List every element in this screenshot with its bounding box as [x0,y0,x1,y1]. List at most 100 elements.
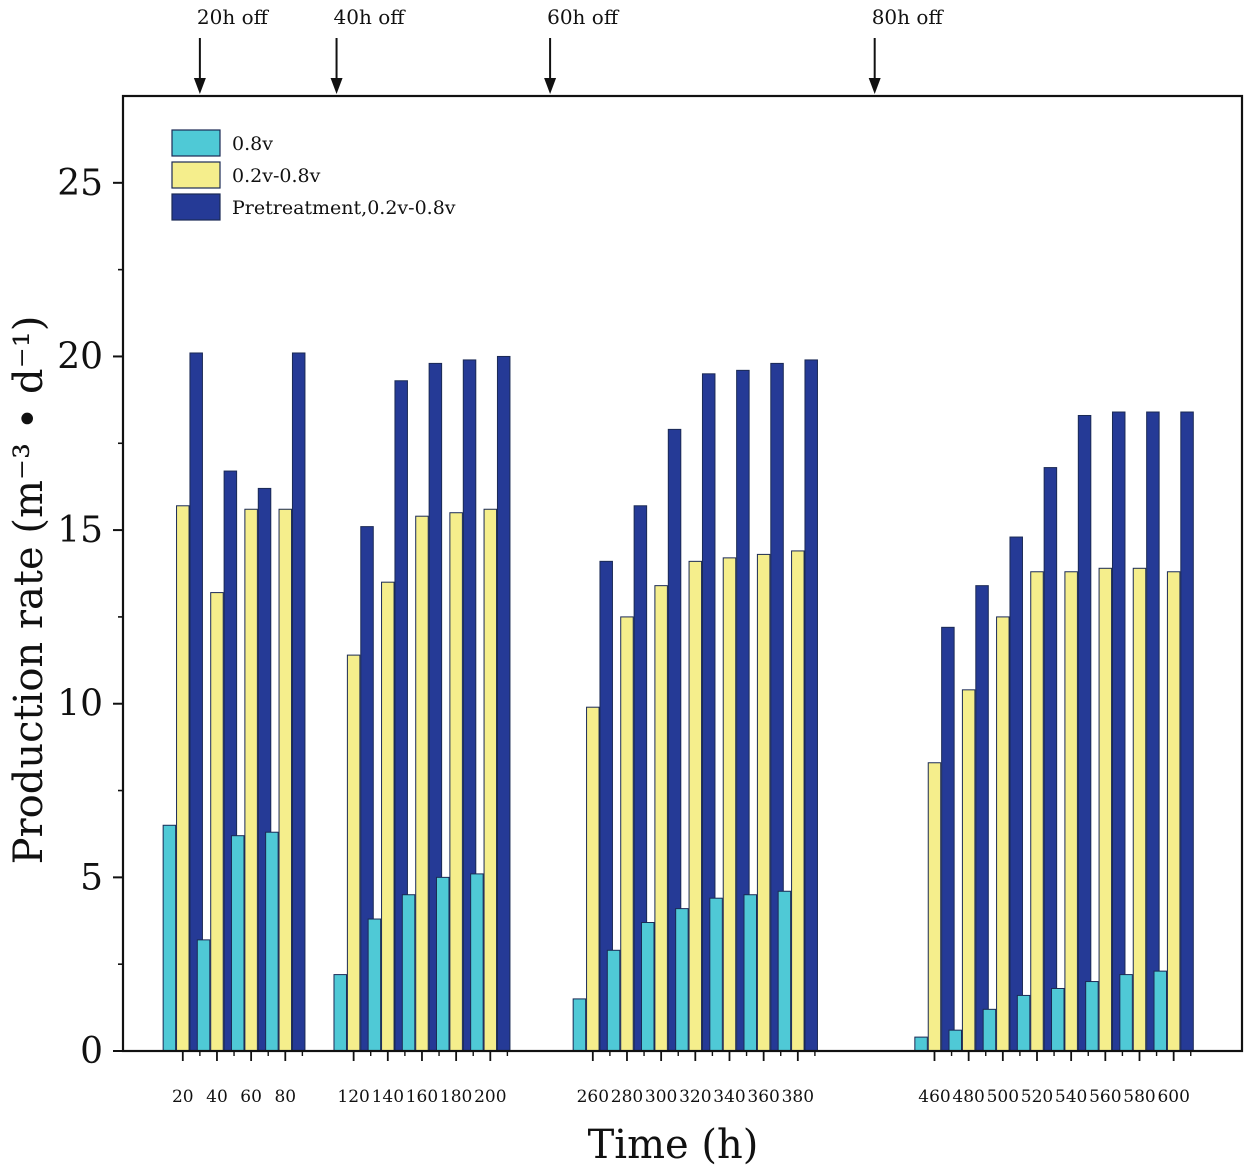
annotations-group: 20h off 40h off 60h off 80h off [193,5,945,94]
bar-Pretreatment,0.2v-0.8v-520 [1043,467,1058,1052]
bar-0.2v-0.8v-340 [722,557,737,1052]
x-tick-label: 160 [406,1087,438,1107]
bar-Pretreatment,0.2v-0.8v-80 [291,352,306,1052]
bar-0.2v-0.8v-80 [278,508,293,1052]
x-tick-label: 540 [1055,1087,1087,1107]
x-tick-label: 380 [782,1087,814,1107]
legend-label-0.8v: 0.8v [232,133,273,155]
legend: 0.8v 0.2v-0.8v Pretreatment,0.2v-0.8v [171,129,456,221]
x-tick-label: 140 [372,1087,404,1107]
bar-0.8v-480 [948,1029,963,1052]
bar-0.2v-0.8v-20 [176,505,190,1052]
bar-0.8v-80 [265,831,279,1052]
x-tick-label: 20 [172,1087,194,1107]
bar-0.2v-0.8v-320 [688,560,703,1052]
bar-0.8v-140 [367,918,382,1052]
bar-0.2v-0.8v-380 [791,550,805,1052]
bar-0.2v-0.8v-480 [961,689,976,1052]
x-tick-label: 280 [611,1087,643,1107]
bar-0.2v-0.8v-140 [381,581,395,1052]
bar-0.2v-0.8v-160 [415,515,429,1052]
bar-Pretreatment,0.2v-0.8v-540 [1077,414,1092,1052]
bar-0.8v-180 [435,876,450,1052]
x-tick-label: 480 [952,1087,984,1107]
bar-0.8v-20 [162,824,177,1052]
bar-0.8v-120 [333,974,347,1052]
x-tick-label: 180 [440,1087,472,1107]
legend-label-0.2v-0.8v: 0.2v-0.8v [232,165,321,187]
x-tick-label: 60 [240,1087,262,1107]
annotation-arrow-head [193,78,206,94]
y-tick-label: 0 [80,1031,103,1072]
x-tick-label: 500 [987,1087,1019,1107]
annotation-arrow-head [330,78,343,94]
y-tick-label: 5 [80,857,103,898]
bar-Pretreatment,0.2v-0.8v-480 [975,585,989,1052]
legend-label-Pretreatment,0.2v-0.8v: Pretreatment,0.2v-0.8v [232,197,456,219]
bar-0.8v-360 [743,894,757,1052]
bar-0.8v-580 [1119,974,1133,1052]
bar-Pretreatment,0.2v-0.8v-200 [496,355,511,1052]
annotation-arrow-head [544,78,557,94]
annotation-label: 80h off [872,5,945,29]
bar-0.8v-260 [572,998,587,1052]
bar-0.2v-0.8v-520 [1030,571,1044,1052]
bar-0.8v-380 [777,890,792,1052]
bar-0.8v-560 [1085,981,1099,1052]
plot-frame [121,94,1244,1053]
bar-Pretreatment,0.2v-0.8v-580 [1146,411,1160,1052]
bar-0.2v-0.8v-500 [996,616,1010,1052]
bar-0.8v-160 [401,894,416,1052]
bar-0.8v-460 [914,1036,928,1052]
bar-Pretreatment,0.2v-0.8v-560 [1111,411,1126,1052]
bar-0.8v-320 [675,908,689,1052]
bar-0.2v-0.8v-300 [654,585,668,1052]
bar-0.2v-0.8v-120 [346,654,361,1052]
annotation-arrow-head [868,78,881,94]
x-tick-label: 520 [1021,1087,1053,1107]
bar-0.2v-0.8v-200 [483,508,498,1052]
bars-group [162,352,1194,1052]
y-tick-label: 25 [57,163,103,204]
bar-0.2v-0.8v-280 [620,616,634,1052]
bar-Pretreatment,0.2v-0.8v-600 [1180,411,1194,1052]
x-tick-label: 200 [474,1087,506,1107]
annotation-label: 60h off [547,5,620,29]
x-tick-label: 80 [274,1087,296,1107]
y-tick-label: 10 [57,684,103,725]
x-tick-label: 600 [1157,1087,1189,1107]
x-tick-label: 340 [713,1087,745,1107]
bar-0.8v-300 [640,922,655,1052]
bar-0.2v-0.8v-560 [1098,567,1113,1052]
bar-0.8v-540 [1051,987,1065,1052]
bar-0.8v-600 [1153,970,1168,1052]
bar-Pretreatment,0.2v-0.8v-500 [1009,536,1023,1052]
bar-0.8v-340 [709,897,723,1052]
x-axis-title: Time (h) [588,1122,759,1166]
bar-0.8v-520 [1016,994,1031,1052]
bar-0.2v-0.8v-60 [244,508,258,1052]
axis-titles: Time (h) Production rate (m⁻³ • d⁻¹) [6,316,758,1166]
legend-swatch-0.8v [171,129,221,157]
bar-0.8v-500 [982,1008,997,1052]
bar-0.2v-0.8v-460 [927,762,942,1052]
bar-0.8v-40 [196,939,211,1052]
legend-swatch-Pretreatment,0.2v-0.8v [171,193,221,221]
x-tick-label: 460 [918,1087,950,1107]
x-tick-label: 580 [1123,1087,1155,1107]
x-tick-label: 120 [337,1087,369,1107]
legend-swatch-0.2v-0.8v [171,161,221,189]
x-tick-label: 320 [679,1087,711,1107]
bar-0.2v-0.8v-40 [210,592,224,1052]
x-tick-label: 260 [577,1087,609,1107]
bar-0.8v-60 [230,835,245,1052]
bar-0.2v-0.8v-540 [1064,571,1078,1052]
x-tick-label: 560 [1089,1087,1121,1107]
bar-0.8v-200 [470,873,484,1052]
bar-Pretreatment,0.2v-0.8v-460 [941,626,955,1052]
y-tick-label: 15 [57,510,103,551]
x-tick-label: 300 [645,1087,677,1107]
bar-0.2v-0.8v-260 [586,706,600,1052]
